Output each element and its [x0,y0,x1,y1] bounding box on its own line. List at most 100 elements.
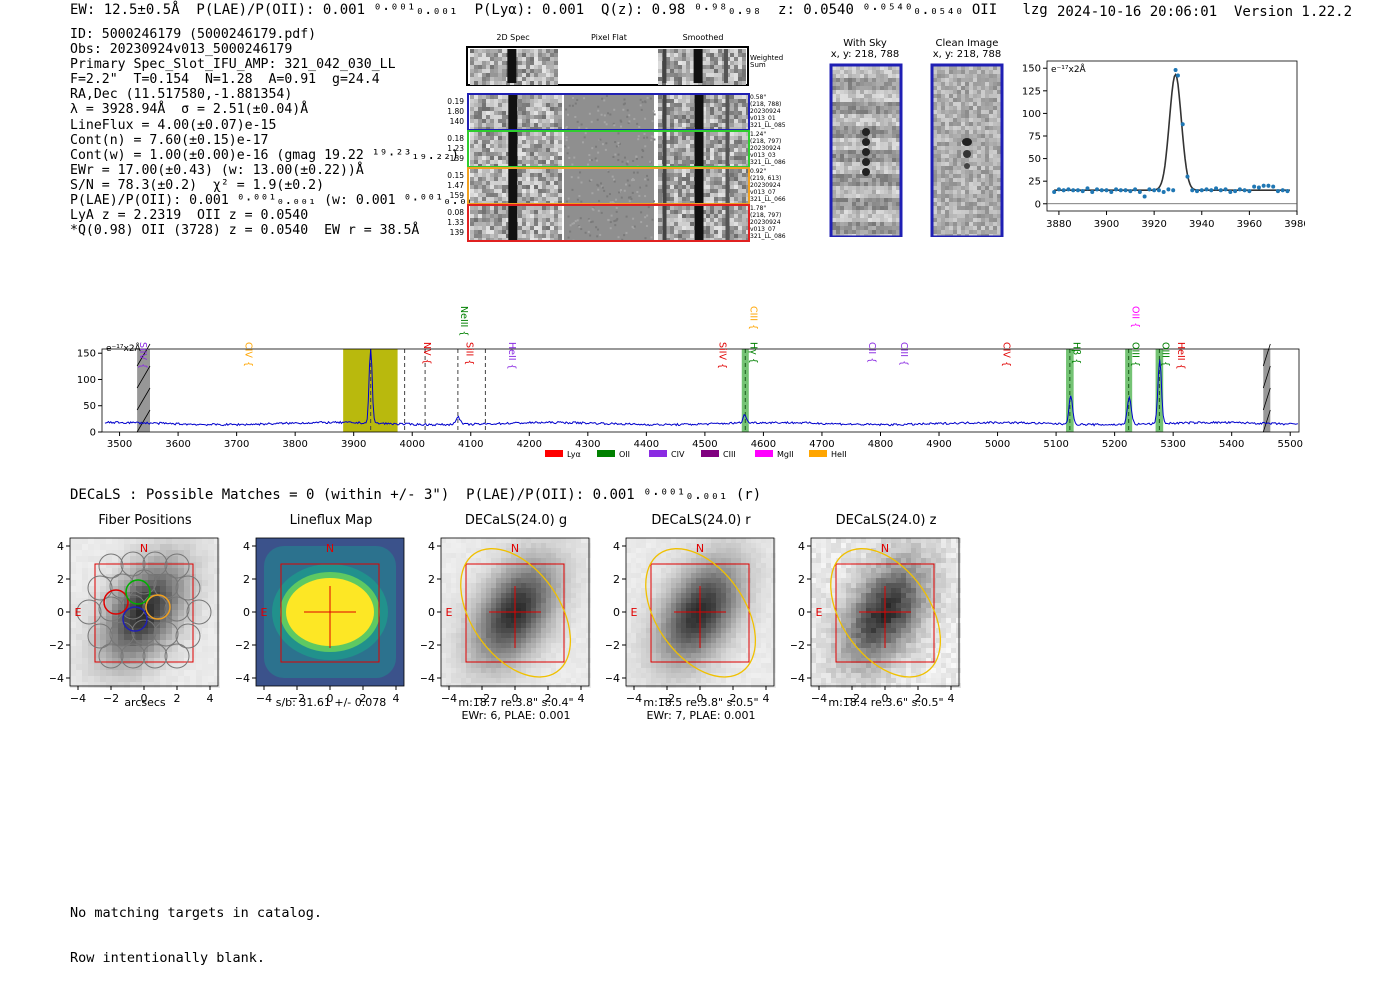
sky-pixel [993,218,997,222]
sky-pixel [961,106,965,110]
strip-pixel [534,222,538,226]
strip-pixel [738,115,742,119]
sky-pixel [969,122,973,126]
strip-pixel [498,152,502,156]
sky-pixel [840,190,844,194]
sky-pixel [997,218,1001,222]
flat-noise [626,216,628,218]
strip-pixel [710,107,714,111]
image-pixel [456,538,461,543]
sky-pixel [844,98,848,102]
strip-pixel [486,111,490,115]
legend-label: CIV [671,450,685,459]
strip-pixel [734,173,738,177]
flat-noise [618,154,620,156]
strip-pixel [722,119,726,123]
strip-pixel [742,107,746,111]
sky-pixel [977,134,981,138]
image-pixel [441,553,446,558]
strip-pixel [674,111,678,115]
strip-pixel [678,185,682,189]
strip-pixel [690,169,694,173]
strip-pixel [490,53,494,57]
strip-pixel [526,69,530,73]
sky-pixel [848,146,852,150]
sky-pixel [892,126,896,130]
sky-pixel [888,194,892,198]
sky-pixel [973,106,977,110]
strip-pixel [690,222,694,226]
sky-pixel [872,178,876,182]
sky-pixel [892,210,896,214]
flat-noise [613,179,615,181]
image-pixel [100,586,106,592]
sky-pixel [888,94,892,98]
image-pixel [160,676,166,682]
sky-pixel [989,114,993,118]
strip-pixel [706,193,710,197]
sky-pixel [997,202,1001,206]
image-pixel [94,664,100,670]
image-pixel [106,598,112,604]
sky-pixel [981,146,985,150]
sky-pixel [852,150,856,154]
strip-pixel [706,140,710,144]
image-pixel [172,646,178,652]
strip-pixel [498,234,502,238]
x-tick-label: 4100 [458,439,483,450]
strip-pixel [710,193,714,197]
sky-pixel [953,182,957,186]
sky-pixel [872,78,876,82]
sky-pixel [941,94,945,98]
strip-pixel [494,73,498,77]
sky-pixel [977,226,981,230]
strip-pixel [686,218,690,222]
flat-noise [633,118,635,120]
image-pixel [190,544,196,550]
sky-pixel [961,78,965,82]
image-pixel [94,550,100,556]
strip-pixel [730,193,734,197]
sky-pixel [880,218,884,222]
strip-pixel [534,230,538,234]
strip-pixel [734,197,738,201]
strip-pixel [666,119,670,123]
image-pixel [100,676,106,682]
sky-pixel [953,130,957,134]
sky-pixel [888,206,892,210]
sky-pixel [973,130,977,134]
sky-pixel [981,106,985,110]
sky-pixel [832,66,836,70]
sky-pixel [965,98,969,102]
strip-pixel [686,111,690,115]
sky-pixel [872,142,876,146]
image-pixel [446,668,451,673]
strip-pixel [474,185,478,189]
strip-pixel [658,73,662,77]
sky-pixel [864,106,868,110]
strip-pixel [670,99,674,103]
sky-pixel [888,226,892,230]
image-pixel [178,682,184,688]
sky-pixel [945,126,949,130]
sky-pixel [832,222,836,226]
sky-pixel [977,146,981,150]
flat-noise [628,114,630,116]
strip-pixel [670,57,674,61]
sky-pixel [876,210,880,214]
image-pixel [94,676,100,682]
strip-pixel [542,107,546,111]
sky-pixel [953,174,957,178]
sky-pixel [941,222,945,226]
image-pixel [70,658,76,664]
strip-pixel [554,148,558,152]
image-pixel [451,553,456,558]
line-id-label: Hβ { [1071,342,1082,364]
sky-pixel [957,162,961,166]
sky-pixel [836,82,840,86]
data-point [1162,190,1166,194]
strip-pixel [742,193,746,197]
sky-pixel [985,98,989,102]
image-pixel [214,658,220,664]
strip-pixel [534,218,538,222]
